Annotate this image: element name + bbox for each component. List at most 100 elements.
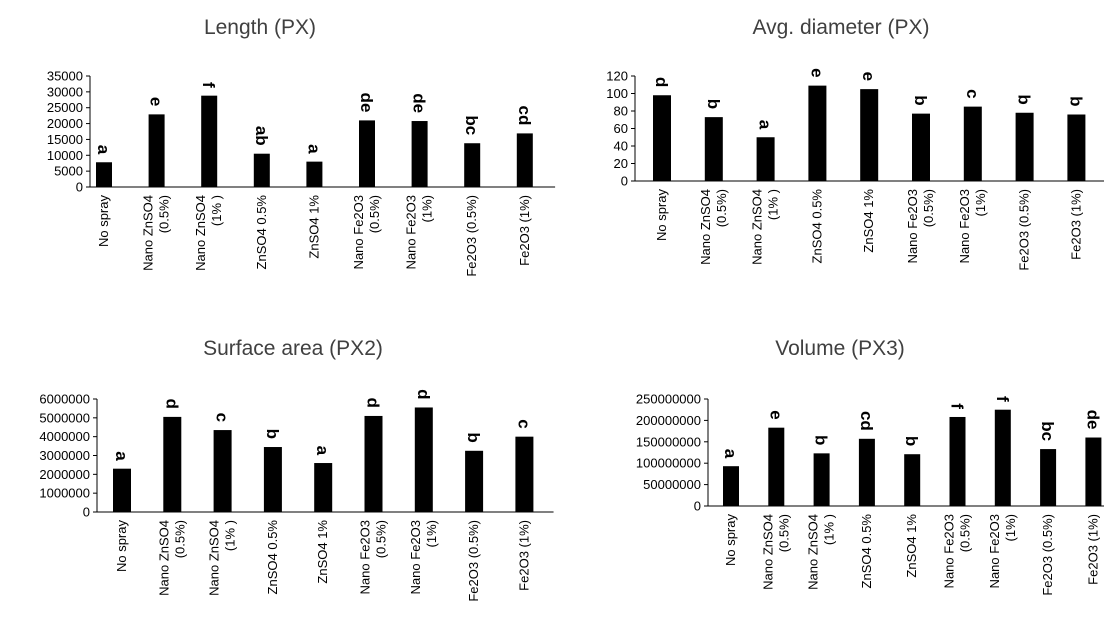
category-label: Fe2O3 (1%): [1085, 514, 1100, 585]
bar: [904, 454, 921, 506]
significance-label: cd: [857, 411, 876, 431]
category-label: ZnSO4 1%: [315, 520, 330, 584]
category-label: ZnSO4 1%: [861, 189, 876, 253]
bar: [96, 162, 112, 187]
category-label: (1% ): [766, 189, 781, 220]
significance-label: b: [704, 99, 723, 109]
chart-title: Length (PX): [204, 16, 316, 39]
y-tick-label: 250000000: [636, 392, 701, 407]
y-tick-label: 120: [606, 69, 628, 84]
bar: [464, 143, 481, 187]
significance-label: e: [147, 97, 166, 106]
bar: [113, 468, 131, 512]
category-label: Nano Fe2O3: [404, 195, 419, 269]
significance-label: b: [911, 95, 930, 105]
significance-label: b: [464, 432, 483, 442]
category-label: Nano ZnSO4: [760, 514, 775, 590]
category-label: ZnSO4 0.5%: [265, 520, 280, 595]
y-tick-label: 100000000: [636, 456, 701, 471]
y-tick-label: 5000000: [39, 410, 90, 425]
significance-label: a: [756, 120, 775, 130]
bar: [653, 95, 671, 181]
chart-title: Volume (PX3): [775, 337, 905, 360]
bar: [263, 447, 282, 512]
y-tick-label: 40: [614, 139, 628, 154]
significance-label: bc: [1038, 421, 1057, 441]
significance-label: d: [414, 389, 433, 399]
significance-label: d: [652, 77, 671, 87]
category-label: Nano Fe2O3: [905, 189, 920, 263]
significance-label: c: [514, 419, 533, 428]
chart-panel-3: Surface area (PX2) 6000000 5000000 4000000 3…: [39, 337, 554, 602]
bar: [723, 466, 739, 506]
bar: [1015, 112, 1034, 181]
bar: [213, 430, 232, 512]
chart-panel-4: Volume (PX3) 250000000 200000000 150000000 1…: [636, 337, 1104, 596]
significance-label: e: [859, 72, 878, 81]
bar: [1040, 449, 1057, 506]
significance-label: d: [364, 398, 383, 408]
bar: [768, 427, 785, 506]
y-tick-label: 4000000: [39, 429, 90, 444]
significance-label: a: [112, 451, 131, 461]
significance-label: f: [948, 403, 967, 409]
category-label: No spray: [723, 514, 738, 567]
significance-label: de: [410, 93, 429, 113]
y-tick-label: 0: [694, 499, 701, 514]
y-tick-label: 5000: [54, 164, 83, 179]
significance-label: a: [313, 446, 332, 456]
y-tick-label: 20000: [47, 116, 83, 131]
significance-label: de: [1083, 410, 1102, 430]
category-label: Nano Fe2O3: [942, 514, 957, 588]
y-tick-label: 35000: [47, 69, 83, 84]
y-tick-label: 200000000: [636, 413, 701, 428]
category-label: Nano ZnSO4: [207, 520, 222, 596]
significance-label: c: [213, 413, 232, 422]
significance-label: cd: [515, 106, 534, 126]
bar: [1067, 114, 1086, 181]
category-label: ZnSO4 0.5%: [859, 514, 874, 589]
significance-label: f: [199, 82, 218, 88]
significance-label: b: [1015, 94, 1034, 104]
bar: [465, 450, 484, 512]
significance-label: b: [1066, 96, 1085, 106]
significance-label: c: [963, 89, 982, 98]
bar: [411, 121, 428, 187]
y-tick-label: 1000000: [39, 486, 90, 501]
significance-label: a: [304, 144, 323, 154]
category-label: ZnSO4 0.5%: [254, 195, 269, 270]
category-label: Nano ZnSO4: [806, 514, 821, 590]
category-label: No spray: [654, 189, 669, 242]
category-label: Fe2O3 (1%): [517, 195, 532, 266]
category-label: Nano ZnSO4: [141, 195, 156, 271]
category-label: Nano Fe2O3: [408, 520, 423, 594]
category-label: ZnSO4 1%: [306, 195, 321, 259]
significance-label: bc: [462, 115, 481, 135]
category-label: (1%): [420, 195, 435, 222]
bar: [704, 117, 723, 181]
category-label: Fe2O3 (0.5%): [1040, 514, 1055, 596]
category-label: (0.5%): [367, 195, 382, 233]
bar: [414, 407, 433, 512]
chart-panel-1: Length (PX) 35000300002500020000150001000…: [47, 16, 556, 277]
bar: [314, 463, 333, 512]
bar: [860, 89, 879, 181]
chart-title: Avg. diameter (PX): [752, 16, 929, 39]
category-label: Nano Fe2O3: [957, 189, 972, 263]
chart-panel-2: Avg. diameter (PX) 120 100 80 60 40 20 0 d No spr…: [606, 16, 1104, 271]
category-label: (1%): [1003, 514, 1018, 541]
bar: [515, 436, 534, 512]
category-label: (0.5%): [958, 514, 973, 552]
y-tick-label: 25000: [47, 100, 83, 115]
category-label: Nano Fe2O3: [987, 514, 1002, 588]
y-tick-label: 150000000: [636, 434, 701, 449]
category-label: Fe2O3 (1%): [1068, 189, 1083, 260]
y-tick-label: 30000: [47, 84, 83, 99]
y-tick-label: 6000000: [39, 392, 90, 407]
category-label: Fe2O3 (0.5%): [1017, 189, 1032, 271]
y-tick-label: 10000: [47, 148, 83, 163]
chart-title: Surface area (PX2): [203, 337, 383, 360]
category-label: Nano ZnSO4: [156, 520, 171, 596]
y-tick-label: 60: [614, 121, 628, 136]
